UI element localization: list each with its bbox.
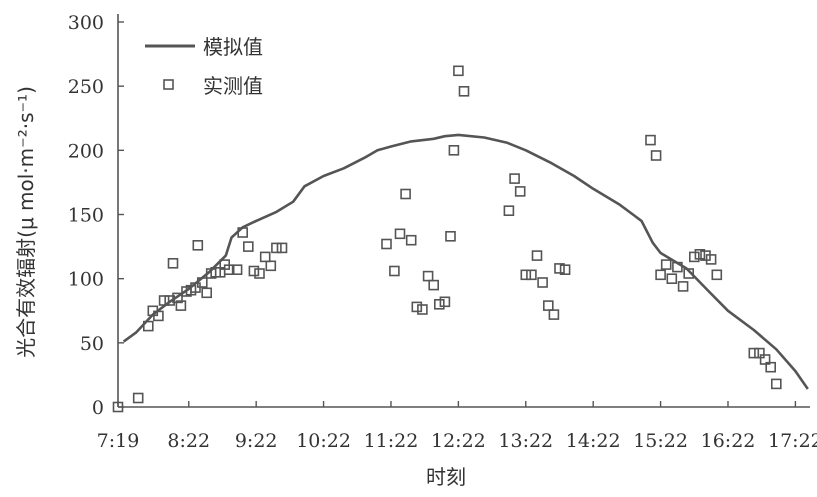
- data-point-marker: [453, 65, 464, 77]
- data-point-marker: [143, 320, 154, 332]
- data-point-marker: [765, 361, 777, 373]
- y-tick-label: 200: [68, 140, 104, 162]
- data-point-marker: [672, 261, 683, 273]
- y-tick-label: 250: [68, 76, 104, 98]
- legend-label-实测值: 实测值: [203, 74, 263, 98]
- data-point-marker: [417, 304, 428, 315]
- data-point-marker: [132, 392, 144, 404]
- series-markers-实测值: [112, 65, 782, 413]
- data-point-marker: [400, 188, 411, 200]
- data-point-marker: [526, 269, 537, 281]
- data-point-marker: [254, 268, 265, 279]
- y-tick-label: 50: [80, 333, 104, 355]
- data-point-marker: [754, 347, 765, 359]
- data-point-marker: [660, 259, 672, 270]
- data-point-marker: [276, 242, 288, 254]
- data-point-marker: [448, 145, 460, 156]
- data-point-marker: [223, 264, 235, 276]
- data-point-marker: [389, 265, 400, 277]
- x-tick-label: 11:22: [364, 430, 419, 452]
- data-point-marker: [394, 228, 406, 240]
- x-tick-label: 13:22: [498, 430, 553, 452]
- data-point-marker: [666, 273, 678, 285]
- y-tick-label: 150: [68, 205, 104, 227]
- data-point-marker: [458, 86, 470, 97]
- data-point-marker: [694, 249, 706, 260]
- legend: 模拟值 实测值: [145, 35, 263, 98]
- data-point-marker: [748, 347, 760, 359]
- data-point-marker: [650, 150, 662, 161]
- data-point-marker: [503, 205, 515, 216]
- data-point-marker: [439, 296, 451, 308]
- data-point-marker: [153, 310, 164, 322]
- data-point-marker: [175, 300, 187, 311]
- data-point-marker: [445, 231, 456, 242]
- data-point-marker: [688, 251, 700, 263]
- data-point-marker: [167, 257, 179, 269]
- data-point-marker: [683, 268, 695, 279]
- series-line-模拟值: [122, 133, 809, 390]
- x-tick-label: 15:22: [633, 430, 688, 452]
- data-point-marker: [537, 277, 548, 288]
- data-point-marker: [514, 186, 526, 197]
- legend-marker-swatch: [163, 79, 174, 90]
- data-point-marker: [248, 265, 260, 277]
- data-point-marker: [428, 279, 440, 291]
- data-point-marker: [237, 227, 248, 238]
- x-tick-label: 9:22: [235, 430, 278, 452]
- data-point-marker: [172, 292, 183, 304]
- y-axis-ticks: 0 50 100 150 200 250 300: [68, 12, 124, 419]
- data-point-marker: [645, 134, 656, 146]
- data-point-marker: [759, 354, 771, 365]
- data-point-marker: [405, 234, 417, 246]
- data-point-marker: [197, 277, 208, 288]
- data-point-marker: [422, 270, 434, 282]
- data-point-marker: [201, 287, 212, 299]
- data-point-marker: [164, 295, 175, 306]
- data-point-marker: [112, 401, 124, 413]
- data-point-marker: [531, 250, 543, 261]
- data-point-marker: [559, 264, 571, 276]
- data-point-marker: [509, 173, 520, 184]
- x-axis-ticks: 7:19 8:22 9:22 10:22 11:22 12:22 13:22 14:22 15:…: [97, 401, 817, 452]
- x-tick-label: 17:22: [768, 430, 817, 452]
- data-point-marker: [542, 300, 554, 311]
- data-point-marker: [411, 301, 423, 313]
- x-tick-label: 8:22: [167, 430, 210, 452]
- data-point-marker: [259, 251, 271, 263]
- x-tick-label: 16:22: [701, 430, 756, 452]
- y-tick-label: 0: [92, 397, 104, 419]
- x-axis-title: 时刻: [426, 465, 466, 489]
- y-axis-title: 光合有效辐射(μ mol·m⁻²·s⁻¹): [14, 86, 38, 358]
- data-point-marker: [705, 254, 717, 265]
- data-point-marker: [433, 298, 445, 310]
- y-tick-label: 100: [68, 269, 104, 291]
- data-point-marker: [520, 269, 532, 281]
- x-tick-label: 12:22: [431, 430, 486, 452]
- data-point-marker: [770, 378, 782, 390]
- data-point-marker: [271, 242, 282, 254]
- data-point-marker: [655, 269, 666, 281]
- data-point-marker: [554, 263, 565, 274]
- y-tick-label: 300: [68, 12, 104, 34]
- x-tick-label: 14:22: [566, 430, 621, 452]
- data-point-marker: [231, 264, 243, 276]
- data-point-marker: [548, 309, 560, 320]
- data-point-marker: [265, 260, 277, 272]
- data-point-marker: [711, 269, 723, 281]
- x-tick-label: 10:22: [296, 430, 351, 452]
- data-point-marker: [677, 281, 689, 292]
- legend-label-模拟值: 模拟值: [203, 35, 263, 59]
- data-point-marker: [192, 240, 204, 251]
- x-tick-label: 7:19: [97, 430, 140, 452]
- data-point-marker: [158, 295, 170, 306]
- data-point-marker: [381, 238, 392, 250]
- data-point-marker: [243, 241, 254, 252]
